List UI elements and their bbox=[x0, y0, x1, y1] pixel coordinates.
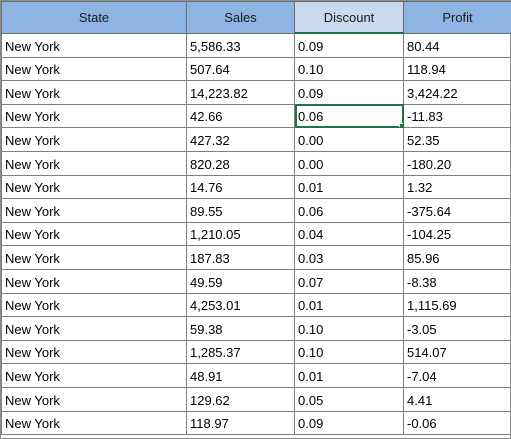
cell-discount[interactable]: 0.01 bbox=[294, 363, 404, 388]
table-row: New York 1,210.05 0.04 -104.25 bbox=[1, 221, 511, 247]
table-row: New York 42.66 0.06 -11.83 bbox=[1, 103, 511, 129]
table-body: New York 5,586.33 0.09 80.44 New York 507.64 0… bbox=[1, 32, 511, 436]
cell-discount[interactable]: 0.05 bbox=[294, 386, 404, 412]
cell-profit[interactable]: 118.94 bbox=[403, 56, 511, 82]
cell-sales[interactable]: 59.38 bbox=[186, 316, 295, 341]
cell-profit[interactable]: 52.35 bbox=[403, 127, 511, 152]
table-row: New York 427.32 0.00 52.35 bbox=[1, 127, 511, 152]
cell-state[interactable]: New York bbox=[1, 292, 187, 318]
cell-sales[interactable]: 1,210.05 bbox=[186, 221, 295, 247]
cell-state[interactable]: New York bbox=[1, 386, 187, 412]
cell-sales[interactable]: 187.83 bbox=[186, 245, 295, 270]
cell-profit[interactable]: 4.41 bbox=[403, 386, 511, 412]
table-row: New York 118.97 0.09 -0.06 bbox=[1, 410, 511, 436]
cell-sales[interactable]: 118.97 bbox=[186, 410, 295, 436]
table-row: New York 507.64 0.10 118.94 bbox=[1, 56, 511, 82]
cell-discount[interactable]: 0.10 bbox=[294, 339, 404, 365]
cell-state[interactable]: New York bbox=[1, 339, 187, 365]
cell-state[interactable]: New York bbox=[1, 103, 187, 129]
cell-profit[interactable]: -11.83 bbox=[403, 103, 511, 129]
table-row: New York 48.91 0.01 -7.04 bbox=[1, 363, 511, 388]
header-profit[interactable]: Profit bbox=[403, 1, 511, 34]
table-row: New York 14.76 0.01 1.32 bbox=[1, 174, 511, 200]
header-state[interactable]: State bbox=[1, 1, 187, 34]
cell-state[interactable]: New York bbox=[1, 56, 187, 82]
table-row: New York 4,253.01 0.01 1,115.69 bbox=[1, 292, 511, 318]
cell-profit[interactable]: 3,424.22 bbox=[403, 80, 511, 105]
cell-discount[interactable]: 0.00 bbox=[294, 127, 404, 152]
cell-sales[interactable]: 507.64 bbox=[186, 56, 295, 82]
cell-state[interactable]: New York bbox=[1, 316, 187, 341]
cell-profit[interactable]: -8.38 bbox=[403, 268, 511, 294]
cell-state[interactable]: New York bbox=[1, 174, 187, 200]
header-discount[interactable]: Discount bbox=[294, 1, 404, 34]
cell-sales[interactable]: 427.32 bbox=[186, 127, 295, 152]
cell-profit[interactable]: 85.96 bbox=[403, 245, 511, 270]
cell-profit[interactable]: -3.05 bbox=[403, 316, 511, 341]
header-sales[interactable]: Sales bbox=[186, 1, 295, 34]
cell-profit[interactable]: 1,115.69 bbox=[403, 292, 511, 318]
cell-state[interactable]: New York bbox=[1, 198, 187, 223]
cell-discount[interactable]: 0.07 bbox=[294, 268, 404, 294]
cell-discount[interactable]: 0.06 bbox=[294, 198, 404, 223]
cell-state[interactable]: New York bbox=[1, 80, 187, 105]
table-row: New York 89.55 0.06 -375.64 bbox=[1, 198, 511, 223]
cell-discount[interactable]: 0.00 bbox=[294, 150, 404, 176]
cell-sales[interactable]: 14,223.82 bbox=[186, 80, 295, 105]
cell-discount[interactable]: 0.10 bbox=[294, 56, 404, 82]
cell-state[interactable]: New York bbox=[1, 363, 187, 388]
table-row: New York 129.62 0.05 4.41 bbox=[1, 386, 511, 412]
cell-state[interactable]: New York bbox=[1, 245, 187, 270]
cell-profit[interactable]: -7.04 bbox=[403, 363, 511, 388]
table-row: New York 1,285.37 0.10 514.07 bbox=[1, 339, 511, 365]
cell-state[interactable]: New York bbox=[1, 150, 187, 176]
header-row: State Sales Discount Profit bbox=[1, 1, 511, 34]
cell-profit[interactable]: -180.20 bbox=[403, 150, 511, 176]
table-row: New York 59.38 0.10 -3.05 bbox=[1, 316, 511, 341]
table-row: New York 820.28 0.00 -180.20 bbox=[1, 150, 511, 176]
cell-discount[interactable]: 0.09 bbox=[294, 80, 404, 105]
cell-state[interactable]: New York bbox=[1, 32, 187, 58]
cell-state[interactable]: New York bbox=[1, 127, 187, 152]
cell-sales[interactable]: 4,253.01 bbox=[186, 292, 295, 318]
cell-profit[interactable]: -104.25 bbox=[403, 221, 511, 247]
cell-profit[interactable]: 80.44 bbox=[403, 32, 511, 58]
cell-discount[interactable]: 0.01 bbox=[294, 174, 404, 200]
cell-sales[interactable]: 129.62 bbox=[186, 386, 295, 412]
cell-discount[interactable]: 0.04 bbox=[294, 221, 404, 247]
cell-sales[interactable]: 49.59 bbox=[186, 268, 295, 294]
cell-discount[interactable]: 0.09 bbox=[294, 410, 404, 436]
table-row: New York 14,223.82 0.09 3,424.22 bbox=[1, 80, 511, 105]
cell-sales[interactable]: 42.66 bbox=[186, 103, 295, 129]
cell-discount[interactable]: 0.10 bbox=[294, 316, 404, 341]
cell-state[interactable]: New York bbox=[1, 221, 187, 247]
cell-sales[interactable]: 820.28 bbox=[186, 150, 295, 176]
cell-state[interactable]: New York bbox=[1, 410, 187, 436]
cell-profit[interactable]: -375.64 bbox=[403, 198, 511, 223]
cell-sales[interactable]: 48.91 bbox=[186, 363, 295, 388]
cell-discount[interactable]: 0.03 bbox=[294, 245, 404, 270]
cell-sales[interactable]: 14.76 bbox=[186, 174, 295, 200]
cell-profit[interactable]: 514.07 bbox=[403, 339, 511, 365]
active-cell[interactable]: 0.06 bbox=[294, 103, 404, 129]
table-row: New York 5,586.33 0.09 80.44 bbox=[1, 32, 511, 58]
cell-sales[interactable]: 5,586.33 bbox=[186, 32, 295, 58]
cell-state[interactable]: New York bbox=[1, 268, 187, 294]
cell-sales[interactable]: 89.55 bbox=[186, 198, 295, 223]
cell-profit[interactable]: 1.32 bbox=[403, 174, 511, 200]
cell-discount[interactable]: 0.01 bbox=[294, 292, 404, 318]
cell-discount[interactable]: 0.09 bbox=[294, 32, 404, 58]
cell-sales[interactable]: 1,285.37 bbox=[186, 339, 295, 365]
table-row: New York 187.83 0.03 85.96 bbox=[1, 245, 511, 270]
cell-profit[interactable]: -0.06 bbox=[403, 410, 511, 436]
table-row: New York 49.59 0.07 -8.38 bbox=[1, 268, 511, 294]
